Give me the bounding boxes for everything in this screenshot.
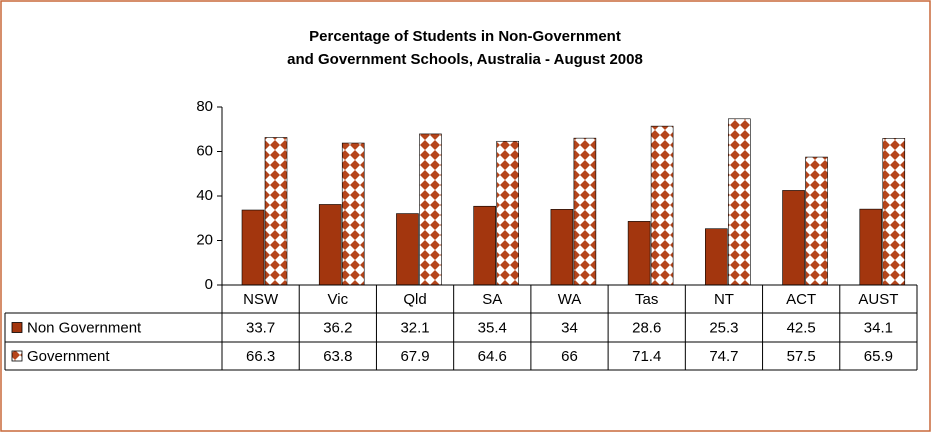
table-cell: 66.3: [246, 348, 275, 365]
table-cell: 64.6: [478, 348, 507, 365]
bar: [859, 208, 883, 286]
table-cell: 74.7: [709, 348, 738, 365]
y-tick-label: 60: [196, 142, 213, 159]
x-tick-label: Vic: [328, 291, 349, 308]
x-tick-label: NSW: [243, 291, 279, 308]
bar: [627, 221, 651, 286]
table-cell: 35.4: [478, 319, 507, 336]
legend-key: [11, 350, 23, 362]
bar: [341, 142, 365, 286]
bar: [396, 213, 419, 286]
table-cell: 34: [561, 319, 578, 336]
bar: [728, 118, 751, 286]
bar: [264, 137, 288, 286]
table-cell: 67.9: [400, 348, 429, 365]
table-cell: 36.2: [323, 319, 352, 336]
legend-label: Government: [27, 348, 110, 365]
x-tick-label: ACT: [786, 291, 816, 308]
bar: [650, 125, 674, 286]
table-cell: 57.5: [787, 348, 816, 365]
chart-title: Percentage of Students in Non-Government: [309, 28, 621, 45]
chart-title: and Government Schools, Australia - Augu…: [287, 51, 643, 68]
x-tick-label: Tas: [635, 291, 658, 308]
bar: [805, 156, 828, 286]
table-cell: 66: [561, 348, 578, 365]
y-tick-label: 20: [196, 231, 213, 248]
table-cell: 34.1: [864, 319, 893, 336]
x-tick-label: WA: [558, 291, 582, 308]
legend-label: Non Government: [27, 319, 142, 336]
x-tick-label: Qld: [403, 291, 426, 308]
bar: [882, 138, 906, 286]
table-cell: 33.7: [246, 319, 275, 336]
bar: [318, 204, 342, 286]
bar: [573, 137, 597, 286]
x-tick-label: AUST: [858, 291, 898, 308]
table-cell: 42.5: [787, 319, 816, 336]
bar: [550, 209, 574, 286]
table-cell: 28.6: [632, 319, 661, 336]
y-tick-label: 80: [196, 98, 213, 115]
bar: [705, 228, 728, 286]
table-cell: 63.8: [323, 348, 352, 365]
bar: [496, 140, 519, 286]
x-tick-label: NT: [714, 291, 734, 308]
table-cell: 25.3: [709, 319, 738, 336]
bar: [419, 133, 442, 286]
y-tick-label: 40: [196, 187, 213, 204]
x-tick-label: SA: [482, 291, 502, 308]
bar: [473, 205, 496, 286]
table-cell: 32.1: [400, 319, 429, 336]
table-cell: 65.9: [864, 348, 893, 365]
bar: [241, 209, 265, 286]
legend-key: [11, 322, 23, 333]
table-cell: 71.4: [632, 348, 661, 365]
bar: [782, 190, 805, 286]
y-tick-label: 0: [205, 276, 213, 293]
